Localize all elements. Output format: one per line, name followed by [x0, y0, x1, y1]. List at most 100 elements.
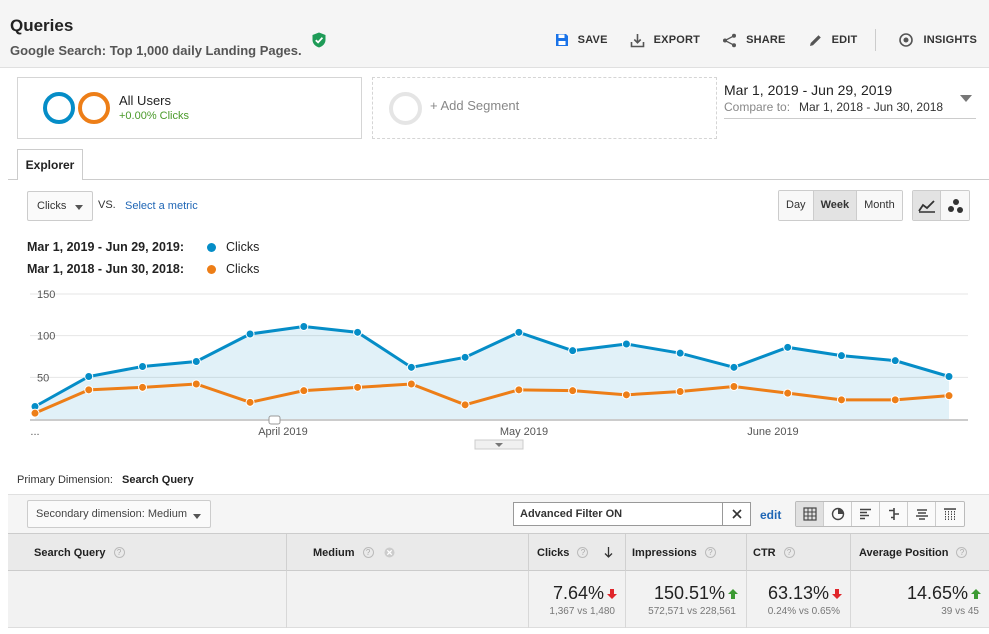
- column-impressions[interactable]: Impressions ?: [626, 534, 747, 571]
- remove-dimension-icon[interactable]: [384, 547, 395, 558]
- data-point-compare[interactable]: [621, 390, 631, 400]
- data-point-compare[interactable]: [84, 385, 94, 395]
- pivot-icon: [944, 508, 956, 520]
- help-icon[interactable]: ?: [577, 547, 589, 558]
- data-point-current[interactable]: [836, 351, 846, 361]
- chevron-down-icon: [960, 95, 972, 102]
- help-icon[interactable]: ?: [362, 547, 374, 558]
- column-search-query[interactable]: Search Query ?: [8, 534, 287, 571]
- data-point-current[interactable]: [245, 329, 255, 339]
- data-point-current[interactable]: [191, 357, 201, 366]
- column-clicks[interactable]: Clicks ?: [529, 534, 626, 571]
- save-button[interactable]: SAVE: [555, 33, 608, 47]
- totals-ctr-cell: 63.13% 0.24% vs 0.65%: [747, 571, 851, 628]
- annotation-icon[interactable]: [268, 415, 281, 425]
- data-point-current[interactable]: [406, 362, 416, 372]
- metric-select[interactable]: Clicks: [27, 191, 93, 221]
- date-range-picker[interactable]: Mar 1, 2019 - Jun 29, 2019 Compare to: M…: [724, 81, 976, 119]
- x-tick-label: June 2019: [747, 426, 798, 438]
- data-point-current[interactable]: [568, 346, 578, 356]
- column-label: Search Query: [34, 546, 106, 559]
- data-point-compare[interactable]: [30, 408, 40, 418]
- edit-filter-link[interactable]: edit: [760, 508, 782, 522]
- insights-button[interactable]: INSIGHTS: [898, 32, 977, 48]
- data-point-current[interactable]: [944, 372, 954, 381]
- motion-chart-view-button[interactable]: [941, 191, 969, 220]
- column-label: Impressions: [632, 546, 697, 559]
- period-week-button[interactable]: Week: [813, 191, 858, 220]
- share-button[interactable]: SHARE: [722, 33, 786, 48]
- tab-explorer[interactable]: Explorer: [17, 149, 83, 180]
- data-point-compare[interactable]: [783, 388, 793, 398]
- primary-dimension-value[interactable]: Search Query: [122, 474, 194, 486]
- data-point-current[interactable]: [675, 348, 685, 358]
- data-point-current[interactable]: [890, 356, 900, 366]
- bar-list-icon: [859, 508, 871, 520]
- data-point-compare[interactable]: [191, 379, 201, 389]
- segment-all-users[interactable]: All Users +0.00% Clicks: [17, 77, 362, 139]
- period-day-button[interactable]: Day: [779, 191, 814, 220]
- data-point-compare[interactable]: [514, 385, 524, 395]
- totals-ctr-change: 63.13%: [768, 583, 842, 604]
- data-point-current[interactable]: [514, 327, 524, 337]
- column-medium[interactable]: Medium ?: [287, 534, 529, 571]
- column-label: Average Position: [859, 546, 949, 559]
- data-point-compare[interactable]: [406, 379, 416, 389]
- data-point-current[interactable]: [783, 342, 793, 352]
- data-point-current[interactable]: [299, 322, 309, 331]
- segment-name: All Users: [119, 93, 172, 108]
- share-icon: [723, 33, 737, 47]
- clear-filter-button[interactable]: [722, 503, 750, 525]
- line-chart-view-button[interactable]: [913, 191, 942, 220]
- data-point-compare[interactable]: [138, 382, 148, 392]
- help-icon[interactable]: ?: [113, 547, 125, 558]
- data-point-compare[interactable]: [568, 386, 578, 396]
- data-point-compare[interactable]: [729, 382, 739, 391]
- select-metric-link[interactable]: Select a metric: [125, 200, 198, 212]
- y-tick-label: 50: [37, 372, 49, 384]
- data-point-compare[interactable]: [460, 400, 470, 410]
- edit-button[interactable]: EDIT: [808, 33, 858, 48]
- data-point-compare[interactable]: [245, 397, 255, 407]
- close-icon: [731, 509, 742, 519]
- totals-row: 7.64% 1,367 vs 1,480 150.51% 572,571 vs …: [8, 571, 989, 628]
- data-point-compare[interactable]: [836, 395, 846, 405]
- legend-row-compare: Mar 1, 2018 - Jun 30, 2018: Clicks: [27, 261, 259, 277]
- data-point-current[interactable]: [84, 372, 94, 381]
- column-average-position[interactable]: Average Position ?: [851, 534, 989, 571]
- data-point-current[interactable]: [138, 362, 148, 371]
- data-point-compare[interactable]: [299, 386, 309, 396]
- help-icon[interactable]: ?: [956, 547, 968, 558]
- legend-dot-orange: [207, 264, 216, 274]
- add-segment-button[interactable]: + Add Segment: [372, 77, 717, 139]
- totals-impressions-change: 150.51%: [654, 583, 738, 604]
- pivot-view-button[interactable]: [936, 502, 964, 526]
- period-month-button[interactable]: Month: [857, 191, 902, 220]
- pie-view-button[interactable]: [824, 502, 852, 526]
- data-point-current[interactable]: [460, 352, 470, 362]
- data-point-compare[interactable]: [353, 382, 363, 392]
- term-cloud-view-button[interactable]: [908, 502, 936, 526]
- column-label: CTR: [753, 546, 776, 559]
- column-ctr[interactable]: CTR ?: [747, 534, 851, 571]
- help-icon[interactable]: ?: [704, 547, 716, 558]
- secondary-dimension-select[interactable]: Secondary dimension: Medium: [27, 500, 211, 528]
- performance-view-button[interactable]: [852, 502, 880, 526]
- data-table-view-button[interactable]: [796, 502, 824, 526]
- data-point-compare[interactable]: [944, 391, 954, 401]
- data-point-compare[interactable]: [890, 395, 900, 405]
- data-point-current[interactable]: [621, 339, 631, 349]
- data-point-compare[interactable]: [675, 387, 685, 396]
- totals-ctr-compare: 0.24% vs 0.65%: [767, 606, 840, 617]
- data-point-current[interactable]: [353, 327, 363, 337]
- series-line-current: [34, 324, 950, 408]
- help-icon[interactable]: ?: [783, 547, 795, 558]
- y-tick-label: 100: [37, 331, 55, 343]
- clicks-line-chart: 150 100 50... April 2019 May 2019 June 2019: [30, 289, 968, 450]
- series-area-current: [35, 326, 949, 419]
- advanced-filter-field[interactable]: Advanced Filter ON: [513, 502, 751, 526]
- export-button[interactable]: EXPORT: [630, 33, 700, 48]
- comparison-view-button[interactable]: [880, 502, 908, 526]
- export-label: EXPORT: [653, 34, 701, 46]
- data-point-current[interactable]: [729, 362, 739, 372]
